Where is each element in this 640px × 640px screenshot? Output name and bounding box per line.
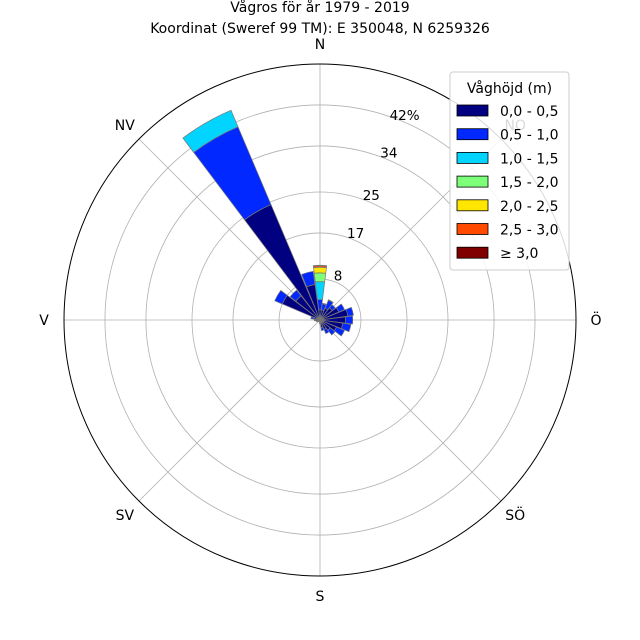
legend-label-6: ≥ 3,0 [500,246,538,262]
legend-swatch-6 [456,246,489,259]
bar-dir-90-bin-1 [345,315,354,325]
legend-label-4: 2,0 - 2,5 [500,199,558,215]
legend-swatch-4 [456,199,489,212]
legend-swatch-2 [456,151,489,164]
bar-dir-30-bin-2 [327,299,334,304]
legend-label-3: 1,5 - 2,0 [500,175,558,191]
polar-outer-circle [63,63,577,577]
bar-dir-75-bin-1 [345,306,354,317]
bar-dir-0-bin-3 [313,272,327,283]
bar-dir-0-bin-6 [312,264,328,267]
bar-dir-165-bin-1 [320,326,325,332]
legend-swatch-5 [456,223,489,235]
bar-dir-345-bin-1 [301,270,316,288]
ring-label-3: 34 [380,146,397,162]
direction-label-0: N [315,37,325,53]
legend-swatch-3 [456,175,489,188]
legend-label-5: 2,5 - 3,0 [500,223,558,239]
bar-dir-60-bin-1 [335,303,345,313]
bar-dir-330-bin-2 [182,109,239,153]
polar-grid [64,64,576,576]
ring-labels: 8 17 25 34 42% [334,108,420,285]
bar-dir-0-bin-4 [313,266,327,274]
legend: Våghöjd (m) 0,0 - 0,5 0,5 - 1,0 1,0 - 1,5 1… [449,71,570,271]
direction-label-6: Ö [590,311,601,329]
direction-label-2: V [39,313,49,329]
legend-label-1: 0,5 - 1,0 [500,128,558,144]
grid-spoke-5 [319,319,502,502]
legend-swatch-1 [456,128,489,141]
legend-frame [449,71,570,271]
ring-label-0: 8 [334,269,343,285]
legend-swatch-0 [456,104,489,117]
ring-label-4: 42% [390,108,420,124]
legend-label-2: 1,0 - 1,5 [500,151,558,167]
chart-title: Vågros för år 1979 - 2019 [230,0,409,16]
bar-dir-180-bin-1 [319,322,321,325]
bar-dir-300-bin-1 [274,289,288,305]
grid-spoke-3 [138,319,321,502]
ring-label-1: 17 [347,226,364,242]
bar-dir-315-bin-1 [289,289,302,302]
ring-label-2: 25 [363,188,380,204]
rose-bars [182,109,354,337]
direction-label-4: S [316,589,325,605]
chart-subtitle: Koordinat (Sweref 99 TM): E 350048, N 62… [150,21,490,37]
direction-label-5: SÖ [505,506,525,524]
direction-label-1: NV [115,118,135,134]
legend-entries: 0,0 - 0,5 0,5 - 1,0 1,0 - 1,5 1,5 - 2,0 2,0 … [456,104,558,262]
legend-label-0: 0,0 - 0,5 [500,104,558,120]
legend-title: Våghöjd (m) [467,80,552,97]
direction-label-3: SV [116,508,135,524]
bar-dir-105-bin-1 [340,322,352,333]
grid-spoke-1 [138,138,321,321]
